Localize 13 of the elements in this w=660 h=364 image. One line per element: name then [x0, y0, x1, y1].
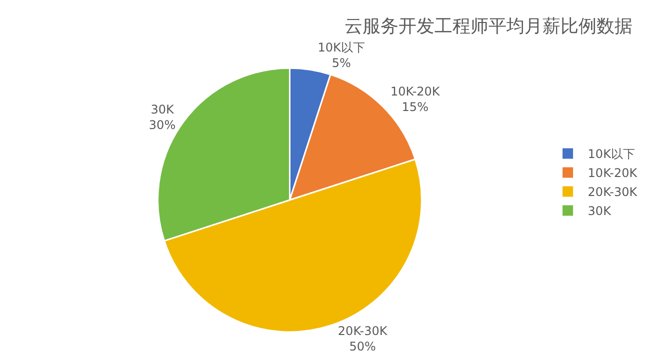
- slice-label: 30K: [150, 102, 175, 117]
- data-label: 15%: [402, 100, 428, 114]
- chart-title: 云服务开发工程师平均月薪比例数据: [344, 16, 632, 37]
- legend-label: 30K: [588, 204, 612, 218]
- data-label: 5%: [332, 56, 351, 70]
- legend-label: 20K-30K: [588, 185, 638, 200]
- legend-label: 10K-20K: [588, 166, 638, 180]
- slice-label: 10K以下: [318, 40, 365, 54]
- data-label: 50%: [349, 340, 376, 354]
- slice-label: 20K-30K: [338, 324, 388, 338]
- slice-label: 10K-20K: [390, 84, 441, 99]
- data-label: 30%: [148, 118, 176, 132]
- legend-label: 10K以下: [588, 147, 635, 162]
